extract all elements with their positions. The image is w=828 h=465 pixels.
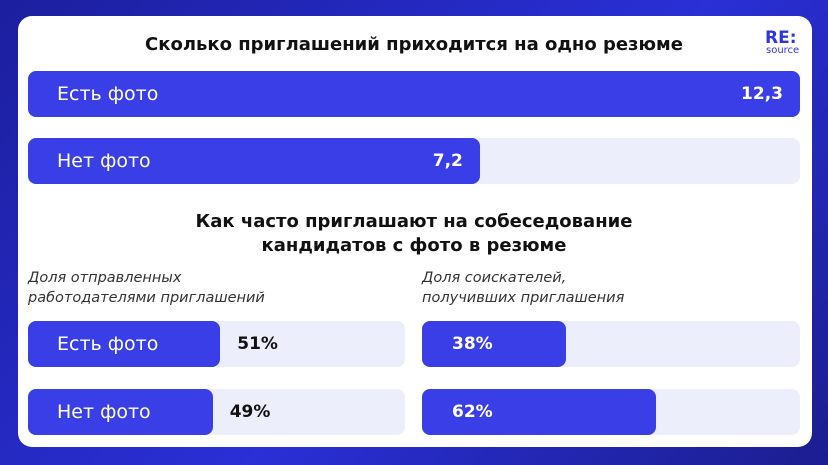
- logo: RE:: [765, 28, 797, 48]
- value-label: 62%: [452, 402, 493, 422]
- chart-subtitle: Доля соискателей, получивших приглашения: [422, 270, 625, 306]
- category-label: Нет фото: [57, 150, 151, 172]
- value-label: 49%: [229, 402, 271, 422]
- value-label: 38%: [452, 334, 493, 354]
- chart-subtitle: Доля отправленных работодателями приглаш…: [28, 270, 265, 306]
- chart-title: Сколько приглашений приходится на одно р…: [145, 34, 683, 55]
- bar: [28, 138, 480, 184]
- logo-subtext: source: [766, 45, 800, 56]
- category-label: Нет фото: [57, 401, 151, 423]
- chart-title: Как часто приглашают на собеседование ка…: [195, 211, 633, 256]
- bar: [28, 389, 213, 435]
- value-label: 12,3: [741, 84, 783, 104]
- bar: [422, 321, 566, 367]
- value-label: 7,2: [432, 151, 463, 171]
- category-label: Есть фото: [57, 83, 159, 105]
- bar: [28, 71, 800, 117]
- bar: [28, 321, 221, 367]
- category-label: Есть фото: [57, 333, 159, 355]
- value-label: 51%: [237, 334, 278, 354]
- bar: [422, 389, 657, 435]
